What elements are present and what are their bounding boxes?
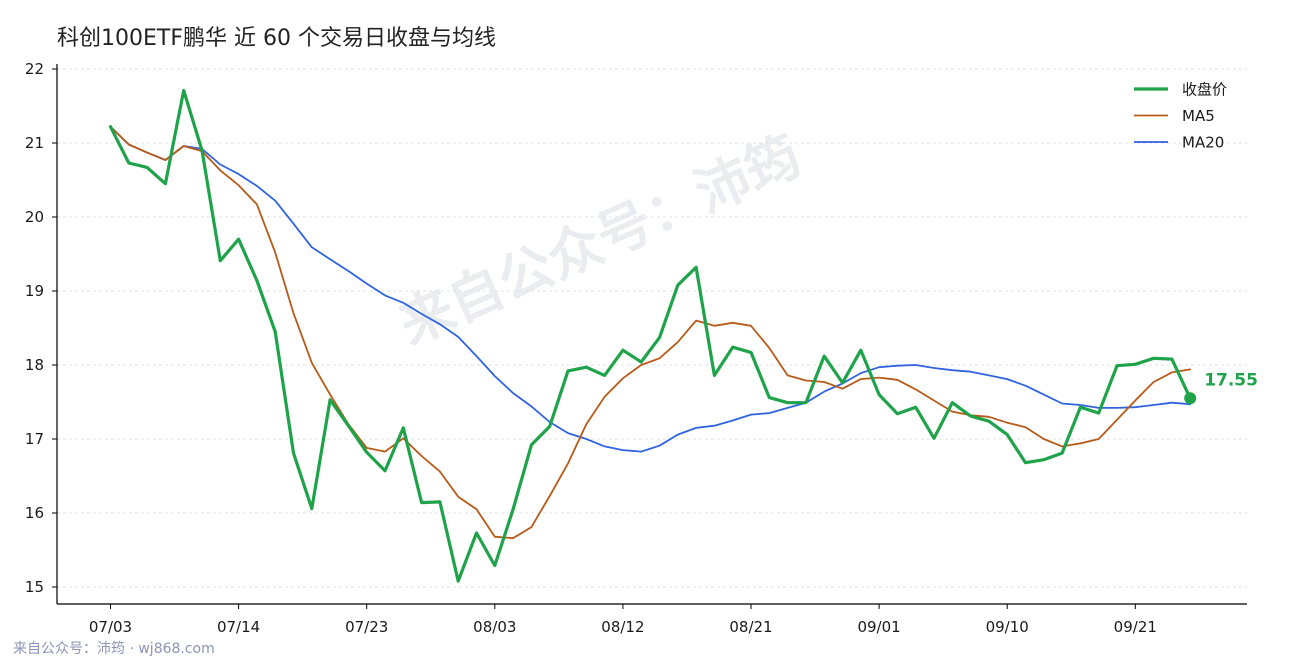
x-tick-label: 07/23 (345, 618, 388, 636)
gridlines (57, 68, 1247, 588)
watermark: 来自公众号：沛筠 (390, 124, 810, 357)
y-tick-label: 19 (25, 282, 44, 300)
legend: 收盘价 MA5 MA20 (1134, 81, 1227, 152)
legend-label: MA20 (1182, 134, 1224, 152)
y-tick-label: 22 (25, 60, 44, 78)
series-line-ma20 (109, 125, 1192, 453)
end-value-label: 17.55 (1204, 370, 1258, 390)
x-tick-label: 09/10 (986, 618, 1029, 636)
series-line-ma5 (109, 125, 1192, 540)
y-tick-label: 17 (25, 430, 44, 448)
x-tick-label: 08/12 (601, 618, 644, 636)
axes (56, 64, 1247, 605)
legend-label: 收盘价 (1182, 81, 1227, 99)
series-line-close (108, 88, 1192, 583)
y-tick-label: 20 (25, 208, 44, 226)
chart-title: 科创100ETF鹏华 近 60 个交易日收盘与均线 (57, 26, 496, 51)
end-point-marker (1184, 392, 1197, 405)
legend-label: MA5 (1182, 107, 1215, 125)
series-lines (108, 88, 1192, 583)
y-ticks: 15 16 17 18 19 20 21 22 (25, 60, 57, 596)
x-tick-label: 07/03 (89, 618, 132, 636)
y-tick-label: 18 (25, 356, 44, 374)
x-tick-label: 09/01 (857, 618, 900, 636)
y-tick-label: 21 (25, 134, 44, 152)
y-tick-label: 15 (25, 578, 44, 596)
x-ticks: 07/03 07/14 07/23 08/03 08/12 08/21 09/01 09/10… (89, 604, 1157, 636)
x-tick-label: 07/14 (217, 618, 260, 636)
x-tick-label: 08/03 (473, 618, 516, 636)
x-tick-label: 08/21 (729, 618, 772, 636)
end-marker-group: 17.55 (1184, 370, 1258, 405)
x-tick-label: 09/21 (1114, 618, 1157, 636)
y-tick-label: 16 (25, 504, 44, 522)
footer-credit: 来自公众号：沛筠 · wj868.com (13, 641, 215, 657)
